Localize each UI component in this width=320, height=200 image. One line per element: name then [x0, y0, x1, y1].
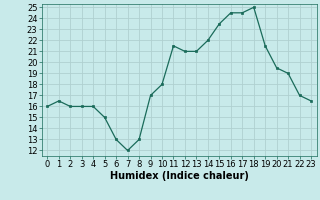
X-axis label: Humidex (Indice chaleur): Humidex (Indice chaleur): [110, 171, 249, 181]
